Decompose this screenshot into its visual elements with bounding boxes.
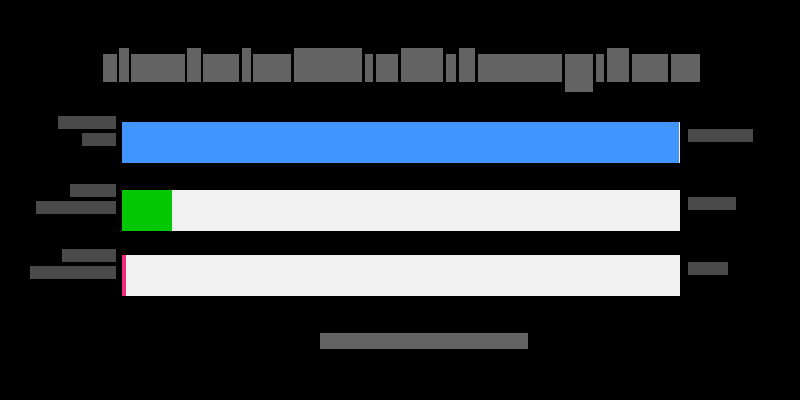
chart-title-redaction-15	[565, 54, 593, 92]
chart-title-redaction-14	[478, 54, 562, 82]
value-3	[688, 262, 728, 275]
chart-title-redaction-1	[103, 54, 117, 82]
bar-row-3	[122, 255, 680, 296]
category-axis-labels	[22, 110, 116, 305]
category-label-3-line-1	[62, 249, 116, 262]
chart-title-redaction-13	[459, 48, 475, 82]
category-label-2-line-2	[36, 201, 116, 214]
category-label-1	[24, 116, 116, 146]
chart-title-redaction-7	[253, 54, 291, 82]
category-label-1-line-1	[58, 116, 116, 129]
plot-area	[122, 110, 680, 305]
x-axis-label-text	[320, 333, 528, 349]
chart-title-redaction-19	[671, 54, 700, 82]
bar-row-1	[122, 122, 680, 163]
category-label-2-line-1	[70, 184, 116, 197]
chart-title-redaction-4	[187, 48, 201, 82]
bar-3	[122, 255, 126, 296]
bar-row-2	[122, 190, 680, 231]
chart-title-redaction-2	[119, 48, 129, 82]
bar-2	[122, 190, 172, 231]
chart-title-redaction-9	[365, 54, 373, 82]
value-1-text	[688, 129, 753, 142]
chart-title-redaction-16	[596, 54, 604, 82]
chart-title-redaction-17	[607, 48, 629, 82]
value-3-text	[688, 262, 728, 275]
chart-title-redaction-12	[446, 54, 456, 82]
value-2	[688, 197, 736, 210]
category-label-1-line-2	[82, 133, 116, 146]
chart-title-redaction-8	[294, 48, 362, 82]
x-axis-label	[320, 333, 528, 349]
chart-title-redaction-18	[632, 54, 668, 82]
bar-track-3	[122, 255, 680, 296]
chart-title-redaction-11	[401, 48, 443, 82]
chart-title-redaction-6	[242, 48, 251, 82]
bar-value-labels	[688, 110, 798, 305]
category-label-2	[24, 184, 116, 214]
category-label-3	[24, 249, 116, 279]
bar-track-2	[122, 190, 680, 231]
chart-title-redaction-3	[131, 54, 185, 82]
chart-title-redaction-5	[203, 54, 239, 82]
bar-1	[122, 122, 679, 163]
category-label-3-line-2	[30, 266, 116, 279]
chart-title-redaction-10	[376, 54, 398, 82]
chart-title	[103, 48, 700, 92]
value-1	[688, 129, 753, 142]
value-2-text	[688, 197, 736, 210]
